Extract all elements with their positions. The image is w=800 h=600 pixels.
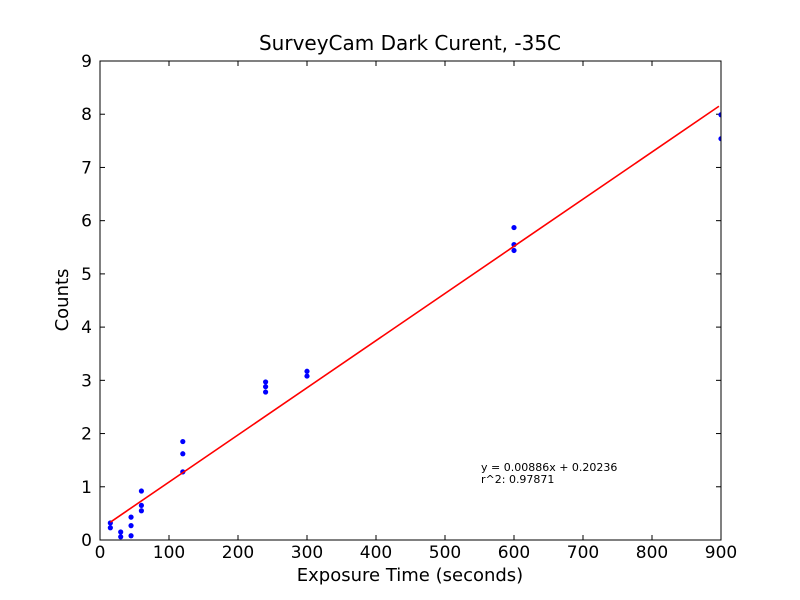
x-tick-label: 300 xyxy=(291,543,323,563)
data-point xyxy=(138,508,144,514)
data-point xyxy=(180,451,186,457)
data-point xyxy=(128,533,134,539)
data-point xyxy=(304,373,310,379)
y-tick-label: 4 xyxy=(81,318,92,338)
data-point xyxy=(180,438,186,445)
data-point xyxy=(511,224,517,231)
data-point xyxy=(118,534,124,540)
x-tick-label: 900 xyxy=(705,543,737,563)
data-point xyxy=(138,488,144,494)
r-squared-annotation: r^2: 0.97871 xyxy=(481,473,554,486)
y-tick-label: 9 xyxy=(81,52,92,72)
x-tick-label: 0 xyxy=(95,543,106,563)
x-tick-label: 200 xyxy=(222,543,254,563)
data-point xyxy=(263,389,269,395)
data-point xyxy=(138,502,144,509)
data-point xyxy=(511,247,517,254)
y-tick-label: 5 xyxy=(81,265,92,285)
chart-title: SurveyCam Dark Curent, -35C xyxy=(259,31,561,55)
data-point xyxy=(718,112,721,118)
y-tick-label: 3 xyxy=(81,371,92,391)
y-tick-label: 2 xyxy=(81,425,92,445)
data-point xyxy=(107,525,113,531)
data-point xyxy=(304,368,310,374)
y-tick-label: 6 xyxy=(81,212,92,232)
data-point xyxy=(128,523,134,529)
data-point xyxy=(263,379,269,385)
y-axis-label: Counts xyxy=(52,269,73,332)
x-axis-label: Exposure Time (seconds) xyxy=(297,565,523,586)
x-tick-label: 800 xyxy=(636,543,668,563)
data-point xyxy=(263,384,269,390)
plot-box xyxy=(99,60,722,541)
x-tick-label: 500 xyxy=(429,543,461,563)
data-point xyxy=(128,514,134,520)
data-point xyxy=(718,136,721,142)
y-tick-label: 0 xyxy=(81,531,92,551)
x-tick-label: 700 xyxy=(567,543,599,563)
y-tick-label: 7 xyxy=(81,158,92,178)
x-tick-label: 400 xyxy=(360,543,392,563)
data-point xyxy=(118,529,124,535)
x-tick-label: 600 xyxy=(498,543,530,563)
y-tick-label: 1 xyxy=(81,478,92,498)
fit-line xyxy=(109,105,720,523)
plot-generated-layer: 0 100 200 300 400 500 600 700 800 900 0 1 2 3 4 5 6 7 8 9 xyxy=(81,52,737,563)
fit-equation-annotation: y = 0.00886x + 0.20236 xyxy=(481,461,617,474)
x-tick-label: 100 xyxy=(153,543,185,563)
data-points xyxy=(107,112,721,540)
y-tick-label: 8 xyxy=(81,105,92,125)
